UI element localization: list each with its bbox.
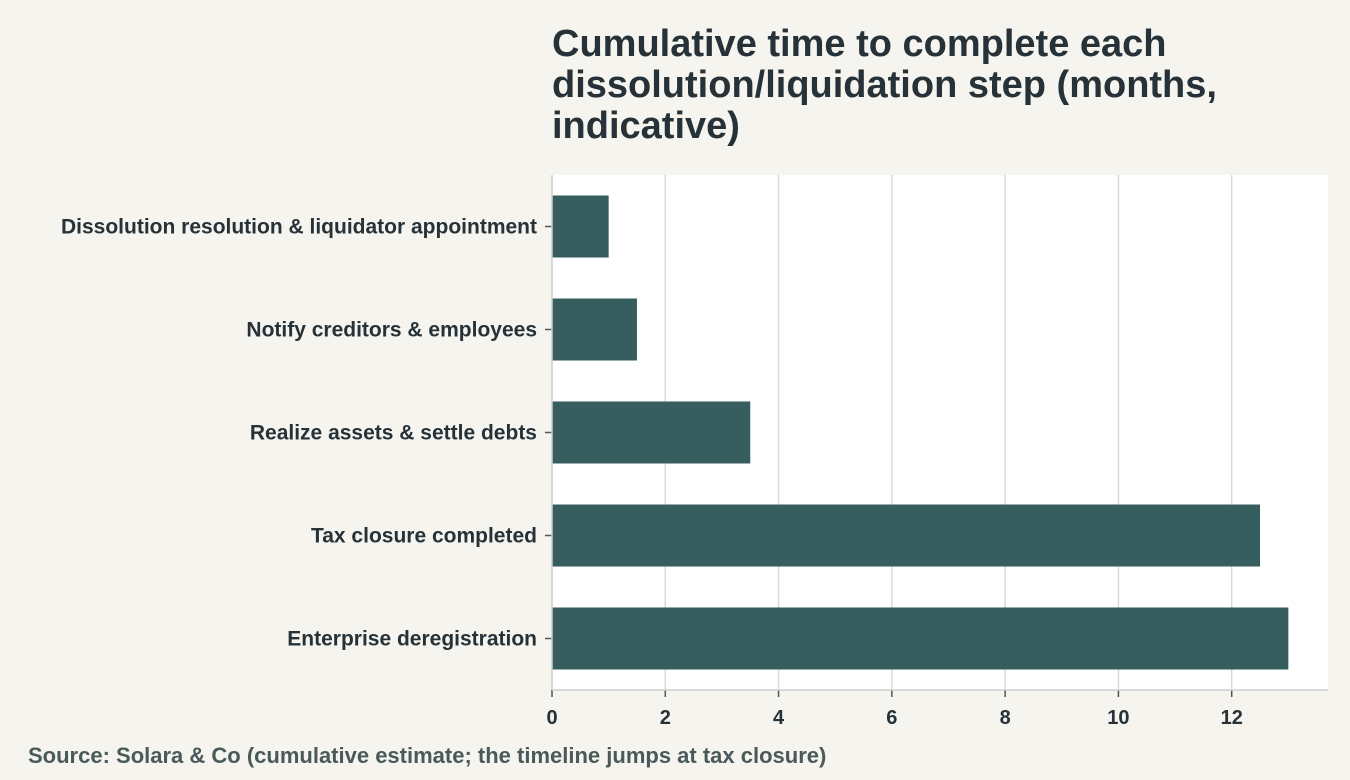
category-label-3: Tax closure completed <box>311 525 537 548</box>
x-tick-label-0: 0 <box>546 707 557 729</box>
bar-3 <box>552 504 1261 567</box>
x-tick-label-12: 12 <box>1221 707 1243 729</box>
x-tick-labels: 0 2 4 6 8 10 12 <box>546 707 1242 729</box>
category-label-0: Dissolution resolution & liquidator appo… <box>61 216 537 239</box>
category-labels: Dissolution resolution & liquidator appo… <box>61 216 537 651</box>
bar-0 <box>552 195 609 258</box>
bar-1 <box>552 298 637 361</box>
x-tick-label-4: 4 <box>773 707 785 729</box>
category-label-1: Notify creditors & employees <box>246 319 537 342</box>
category-label-2: Realize assets & settle debts <box>250 422 537 445</box>
gridlines <box>664 175 1233 690</box>
bar-2 <box>552 401 751 464</box>
chart-title-line-3: indicative) <box>552 105 740 147</box>
x-tick-label-2: 2 <box>660 707 671 729</box>
x-tick-label-6: 6 <box>886 707 897 729</box>
x-tick-label-8: 8 <box>1000 707 1011 729</box>
chart-title-line-1: Cumulative time to complete each <box>552 23 1167 65</box>
axes <box>545 175 1328 697</box>
source-note: Source: Solara & Co (cumulative estimate… <box>28 743 826 768</box>
category-label-4: Enterprise deregistration <box>287 628 537 651</box>
x-tick-label-10: 10 <box>1107 707 1129 729</box>
bars <box>552 195 1289 670</box>
chart-title: Cumulative time to complete each dissolu… <box>552 23 1217 147</box>
chart-title-line-2: dissolution/liquidation step (months, <box>552 64 1217 106</box>
bar-4 <box>552 607 1289 670</box>
